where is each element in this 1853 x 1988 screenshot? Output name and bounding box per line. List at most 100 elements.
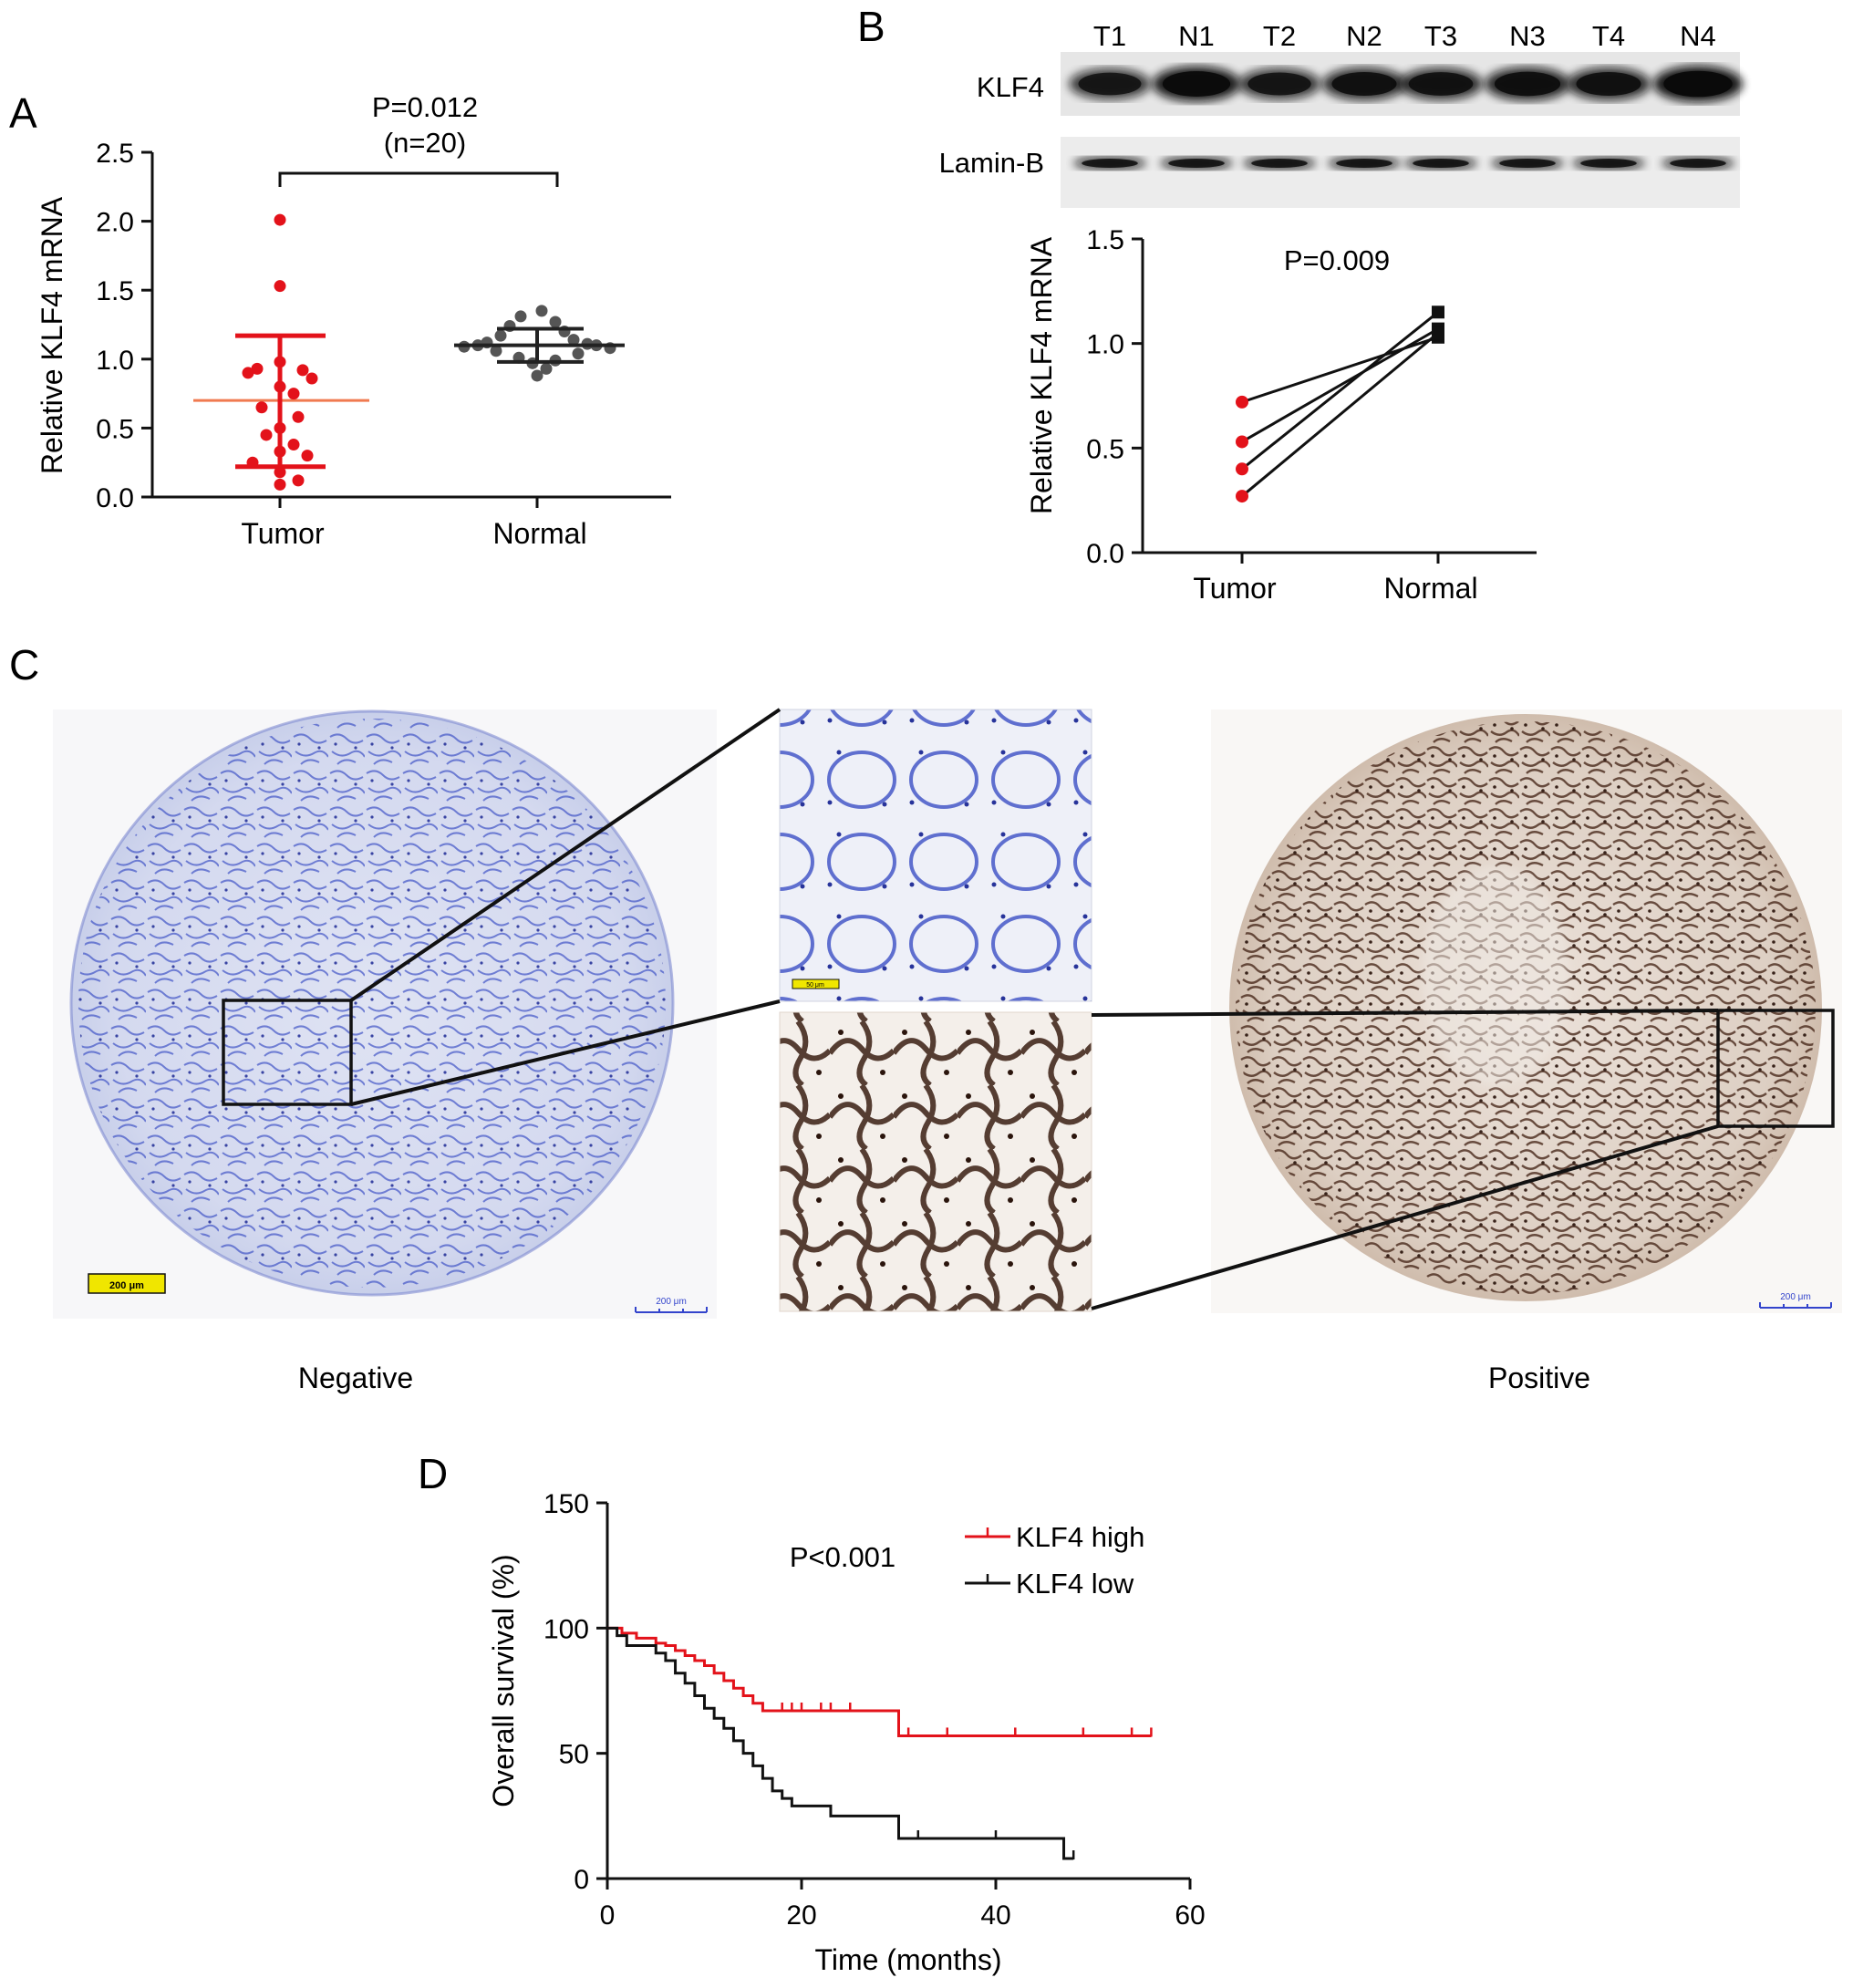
panel-a-n-value: (n=20) xyxy=(384,127,466,159)
blot-band xyxy=(1670,159,1726,168)
blot-band xyxy=(1576,72,1641,96)
panel-a-tumor-point xyxy=(301,450,314,462)
blot-lane-label: T3 xyxy=(1424,20,1457,52)
panel-b-tumor-point xyxy=(1236,490,1248,503)
blot-band xyxy=(1331,72,1397,96)
blot-band xyxy=(1413,159,1469,168)
panel-a-tumor-point xyxy=(246,456,259,469)
panel-b-pair-line xyxy=(1241,311,1439,471)
blot-membrane xyxy=(1061,137,1740,208)
panel-a-tumor-point xyxy=(274,445,286,458)
blot-band xyxy=(1336,159,1392,168)
panel-d-x-tick-label: 60 xyxy=(1175,1900,1205,1931)
panel-a-y-tick-label: 2.0 xyxy=(96,208,134,238)
panel-a-tumor-point xyxy=(287,388,300,400)
panel-d-y-tick-label: 0 xyxy=(574,1865,589,1895)
positive-zoom-box xyxy=(1716,1009,1835,1128)
positive-blue-scalebar: 200 μm xyxy=(1759,1292,1832,1309)
panel-a-normal-point xyxy=(572,347,585,360)
negative-zoom-inset: 50 μm xyxy=(779,709,1092,1002)
panel-b-x-tick-label: Tumor xyxy=(1193,572,1277,605)
zoom-connector-neg-bottom xyxy=(350,999,781,1106)
panel-a-scatter-chart: 0.0 0.5 1.0 1.5 2.0 2.5 Tumor Normal Relative K… xyxy=(36,91,671,550)
panel-label-d: D xyxy=(418,1450,448,1497)
positive-label: Positive xyxy=(1488,1362,1590,1394)
zoom-connector-pos-top xyxy=(1091,1009,1719,1017)
blot-lane-label: N2 xyxy=(1346,20,1382,52)
blot-lane-label: N3 xyxy=(1509,20,1546,52)
panel-a-significance-bracket xyxy=(278,171,559,187)
panel-a-normal-point xyxy=(535,305,548,317)
positive-zoom-inset xyxy=(779,1011,1092,1312)
panel-a-normal-point xyxy=(494,329,507,342)
blot-lane-label: T1 xyxy=(1093,20,1126,52)
blot-band xyxy=(1082,159,1138,168)
panel-a-y-tick-label: 0.0 xyxy=(96,483,134,513)
panel-d-x-tick-label: 0 xyxy=(600,1900,616,1931)
blot-band xyxy=(1247,72,1311,96)
panel-a-tumor-point xyxy=(274,280,286,293)
panel-b-p-value: P=0.009 xyxy=(1284,244,1390,276)
panel-label-a: A xyxy=(9,89,37,137)
blot-band xyxy=(1499,159,1556,168)
panel-b-tumor-point xyxy=(1236,462,1248,476)
blot-band xyxy=(1162,71,1231,97)
panel-d-xlabel: Time (months) xyxy=(814,1943,1001,1976)
panel-b-paired-line-chart: 0.0 0.5 1.0 1.5 Tumor Normal Relative KLF4 mR… xyxy=(1025,225,1537,605)
panel-d-axes: 0 50 100 150 0 20 40 60 xyxy=(543,1489,1206,1931)
panel-d-survival-chart: 0 50 100 150 0 20 40 60 Overall survival (%) Ti… xyxy=(487,1489,1206,1976)
panel-b-normal-point xyxy=(1432,305,1444,319)
panel-d-legend: KLF4 high KLF4 low xyxy=(965,1521,1144,1600)
panel-d-marks xyxy=(607,1626,1153,1860)
panel-a-tumor-point xyxy=(305,372,318,385)
legend-label: KLF4 low xyxy=(1016,1568,1134,1600)
panel-a-y-tick-label: 2.5 xyxy=(96,139,134,169)
negative-yellow-scalebar xyxy=(88,1273,166,1294)
panel-b-tumor-point xyxy=(1236,435,1248,449)
inset-yellow-scalebar xyxy=(792,978,840,989)
panel-b-normal-point xyxy=(1432,326,1444,340)
blot-lane-label: N1 xyxy=(1178,20,1215,52)
panel-b-x-tick-label: Normal xyxy=(1383,572,1477,605)
panel-a-tumor-point xyxy=(251,362,264,375)
blot-band xyxy=(1251,159,1308,168)
panel-a-tumor-point xyxy=(260,429,273,441)
panel-a-normal-point xyxy=(531,369,543,382)
panel-d-p-value: P<0.001 xyxy=(790,1541,895,1573)
panel-a-tumor-point xyxy=(292,410,305,423)
panel-b-tumor-point xyxy=(1236,395,1248,409)
panel-a-normal-point xyxy=(540,362,553,375)
negative-tissue-image: 200 μm 200 μm xyxy=(53,709,717,1319)
positive-blue-scalebar-label: 200 μm xyxy=(1780,1292,1811,1302)
panel-a-tumor-point xyxy=(242,367,254,379)
panel-a-normal-point xyxy=(490,345,502,357)
panel-a-normal-point xyxy=(567,334,580,347)
panel-a-tumor-point xyxy=(274,380,286,393)
panel-d-x-tick-label: 40 xyxy=(980,1900,1010,1931)
zoom-connector-neg-top xyxy=(349,708,782,1002)
panel-a-y-tick-label: 1.5 xyxy=(96,276,134,306)
panel-a-tumor-point xyxy=(274,356,286,368)
panel-b-y-tick-label: 0.0 xyxy=(1086,539,1124,569)
negative-blue-scalebar-label: 200 μm xyxy=(656,1297,687,1307)
panel-label-c: C xyxy=(9,641,39,689)
blot-band xyxy=(1663,70,1733,98)
panel-a-normal-point xyxy=(549,316,562,328)
blot-lane-label: N4 xyxy=(1680,20,1716,52)
negative-label: Negative xyxy=(298,1362,413,1394)
blot-band xyxy=(1078,72,1142,96)
panel-a-tumor-point xyxy=(287,439,300,451)
panel-b-western-blot: T1 N1 T2 N2 T3 N3 T4 N4 KLF4 Lamin-B xyxy=(939,20,1743,208)
inset-yellow-scalebar-label: 50 μm xyxy=(806,982,824,989)
panel-a-x-tick-label: Tumor xyxy=(241,517,325,550)
panel-a-axes: 0.0 0.5 1.0 1.5 2.0 2.5 Tumor Normal xyxy=(96,139,671,550)
panel-b-y-tick-label: 1.0 xyxy=(1086,330,1124,360)
panel-b-marks xyxy=(1236,305,1444,503)
panel-b-ylabel: Relative KLF4 mRNA xyxy=(1025,236,1058,514)
klf4-low-survival-curve xyxy=(607,1626,1074,1860)
panel-a-tumor-point xyxy=(274,466,286,479)
legend-label: KLF4 high xyxy=(1016,1521,1144,1553)
panel-a-tumor-point xyxy=(274,421,286,434)
panel-a-marks xyxy=(193,213,625,491)
